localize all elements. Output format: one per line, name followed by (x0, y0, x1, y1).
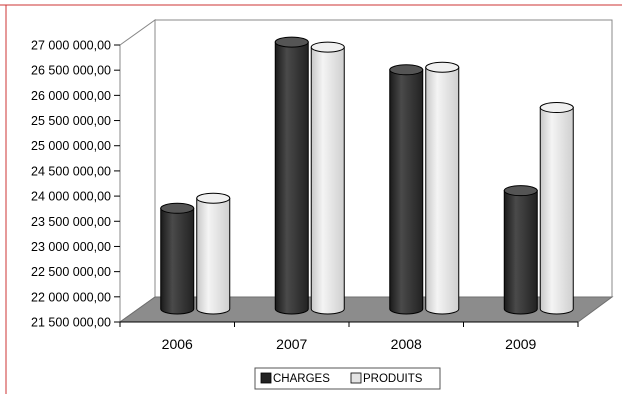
bar-body (196, 197, 231, 315)
y-tick-label: 25 500 000,00 (31, 114, 111, 128)
bar-top (539, 102, 574, 114)
bar-body (310, 46, 345, 315)
bars (160, 36, 574, 315)
bar-top (274, 36, 309, 48)
y-axis: 21 500 000,00 22 000 000,00 22 500 000,00 2… (31, 39, 120, 330)
x-tick-label: 2007 (276, 336, 307, 352)
legend: CHARGES PRODUITS (254, 367, 441, 390)
y-tick-label: 23 000 000,00 (31, 240, 111, 254)
bar-body (389, 69, 424, 315)
y-tick-label: 24 000 000,00 (31, 190, 111, 204)
x-tick-label: 2008 (391, 336, 422, 352)
bar-top (196, 192, 231, 204)
bar-produits-2007 (310, 41, 345, 315)
bar-body (539, 107, 574, 315)
bar-produits-2006 (196, 192, 231, 315)
y-tick-label: 26 500 000,00 (31, 64, 111, 78)
bar-body (503, 190, 538, 315)
y-tick-label: 25 000 000,00 (31, 139, 111, 153)
legend-swatch-charges (260, 372, 272, 384)
y-tick-label: 26 000 000,00 (31, 89, 111, 103)
legend-label-charges: CHARGES (273, 373, 330, 385)
bar-charges-2008 (389, 64, 424, 315)
y-tick-label: 22 000 000,00 (31, 290, 111, 304)
bar-body (425, 66, 460, 315)
legend-label-produits: PRODUITS (363, 373, 423, 385)
x-axis: 2006 2007 2008 2009 (119, 322, 579, 352)
bar-top (425, 61, 460, 73)
legend-box (254, 367, 441, 390)
bar-body (160, 207, 195, 315)
bar-body (274, 41, 309, 315)
bar-charges-2007 (274, 36, 309, 315)
x-tick-label: 2006 (162, 336, 193, 352)
bar-top (389, 64, 424, 76)
y-tick-label: 21 500 000,00 (31, 316, 111, 330)
bar-top (503, 185, 538, 197)
x-tick-label: 2009 (505, 336, 536, 352)
bar-produits-2008 (425, 61, 460, 315)
y-tick-label: 27 000 000,00 (31, 39, 111, 53)
bar-charges-2006 (160, 202, 195, 315)
bar-top (310, 41, 345, 53)
bar-produits-2009 (539, 102, 574, 315)
legend-swatch-produits (350, 372, 362, 384)
y-tick-label: 23 500 000,00 (31, 215, 111, 229)
bar-charges-2009 (503, 185, 538, 315)
y-tick-label: 22 500 000,00 (31, 265, 111, 279)
y-tick-label: 24 500 000,00 (31, 164, 111, 178)
bar-top (160, 202, 195, 214)
side-wall (119, 19, 156, 323)
